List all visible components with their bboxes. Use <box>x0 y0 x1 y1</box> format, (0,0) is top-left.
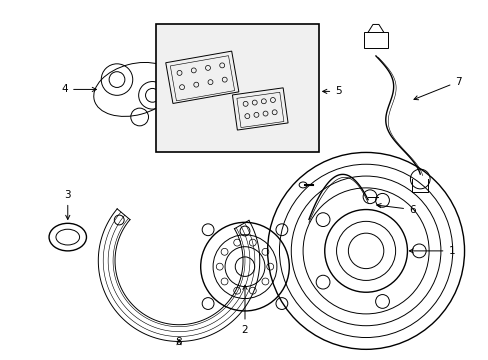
Text: 6: 6 <box>376 203 415 215</box>
Text: 1: 1 <box>408 246 454 256</box>
Text: 8: 8 <box>175 337 182 347</box>
Text: 2: 2 <box>241 285 248 335</box>
Text: 7: 7 <box>413 77 461 100</box>
Text: 5: 5 <box>322 86 341 96</box>
Text: 4: 4 <box>61 84 96 94</box>
Text: 3: 3 <box>64 190 71 220</box>
Bar <box>364 32 387 48</box>
Bar <box>156 24 318 152</box>
